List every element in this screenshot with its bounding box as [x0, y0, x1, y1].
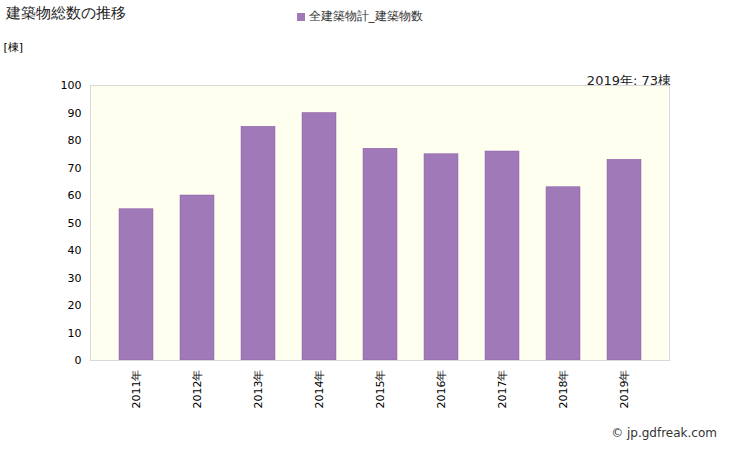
html-text:2019年: 73棟: 2019年: 73棟 — [586, 73, 671, 88]
svg-text:20: 20 — [68, 299, 82, 312]
svg-text:2019年: 2019年 — [618, 370, 631, 409]
svg-text:2012年: 2012年 — [191, 370, 204, 409]
svg-text:2013年: 2013年 — [252, 370, 265, 409]
svg-text:0: 0 — [75, 354, 82, 367]
svg-text:70: 70 — [68, 162, 82, 175]
html-text:建築物総数の推移: 建築物総数の推移 — [6, 4, 126, 22]
html-text:© jp.gdfreak.com: © jp.gdfreak.com — [611, 426, 717, 440]
svg-text:80: 80 — [68, 134, 82, 147]
svg-text:2011年: 2011年 — [130, 370, 143, 409]
svg-text:10: 10 — [68, 327, 82, 340]
svg-text:[棟]: [棟] — [4, 41, 24, 54]
svg-text:30: 30 — [68, 272, 82, 285]
svg-text:50: 50 — [68, 217, 82, 230]
svg-text:2016年: 2016年 — [435, 370, 448, 409]
svg-text:40: 40 — [68, 244, 82, 257]
svg-text:2015年: 2015年 — [374, 370, 387, 409]
html-text:全建築物計_建築物数: 全建築物計_建築物数 — [308, 9, 423, 23]
svg-text:2017年: 2017年 — [496, 370, 509, 409]
svg-text:90: 90 — [68, 107, 82, 120]
svg-text:100: 100 — [61, 79, 82, 92]
svg-text:60: 60 — [68, 189, 82, 202]
svg-text:2014年: 2014年 — [313, 370, 326, 409]
svg-text:2018年: 2018年 — [557, 370, 570, 409]
